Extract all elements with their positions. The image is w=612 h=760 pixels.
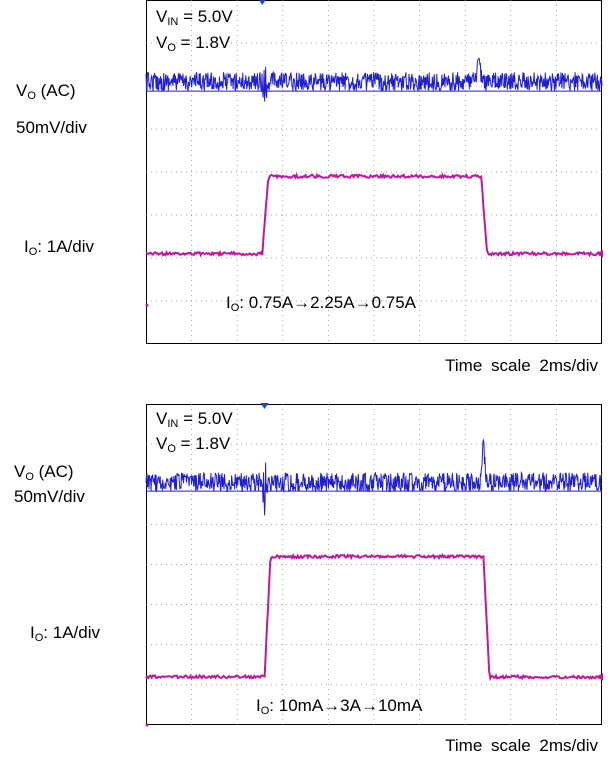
scope-panel-2: VO (AC) 50mV/div IO: 1A/div VIN = 5.0V V… (0, 380, 612, 760)
scope-screen: VIN = 5.0V VO = 1.8V IO: 0.75A→2.25A→0.7… (145, 0, 603, 344)
io-level-marker (597, 249, 603, 258)
vo-scale-label: 50mV/div (14, 487, 85, 506)
io-ground-marker (145, 303, 149, 307)
vo-ac-label: VO (AC) (14, 462, 74, 483)
vo-ac-label: VO (AC) (16, 81, 76, 102)
scope-plot (145, 0, 603, 344)
step-annotation: IO: 0.75A→2.25A→0.75A (226, 293, 417, 314)
io-scale-label: IO: 1A/div (24, 237, 94, 258)
io-trace (146, 172, 603, 258)
vo-annotation: VO = 1.8V (156, 434, 231, 455)
scope-panel-1: VO (AC) 50mV/div IO: 1A/div VIN = 5.0V V… (16, 0, 603, 375)
vo-scale-label: 50mV/div (16, 118, 87, 137)
timescale-label: Time scale 2ms/div (445, 356, 598, 375)
timescale-label: Time scale 2ms/div (445, 736, 598, 755)
trigger-marker (260, 403, 269, 409)
vo-trace (145, 438, 603, 516)
scope-plot (145, 403, 603, 727)
io-scale-label: IO: 1A/div (30, 623, 100, 644)
trigger-marker (258, 0, 266, 5)
io-trace (145, 552, 603, 682)
io-ground-marker (145, 723, 149, 727)
scope-screen: VIN = 5.0V VO = 1.8V IO: 10mA→3A→10mA (145, 403, 603, 727)
io-level-marker (597, 672, 603, 681)
step-annotation: IO: 10mA→3A→10mA (256, 696, 423, 717)
vin-annotation: VIN = 5.0V (156, 409, 233, 430)
vo-annotation: VO = 1.8V (156, 33, 231, 54)
vo-trace (145, 57, 603, 102)
vin-annotation: VIN = 5.0V (156, 7, 233, 28)
